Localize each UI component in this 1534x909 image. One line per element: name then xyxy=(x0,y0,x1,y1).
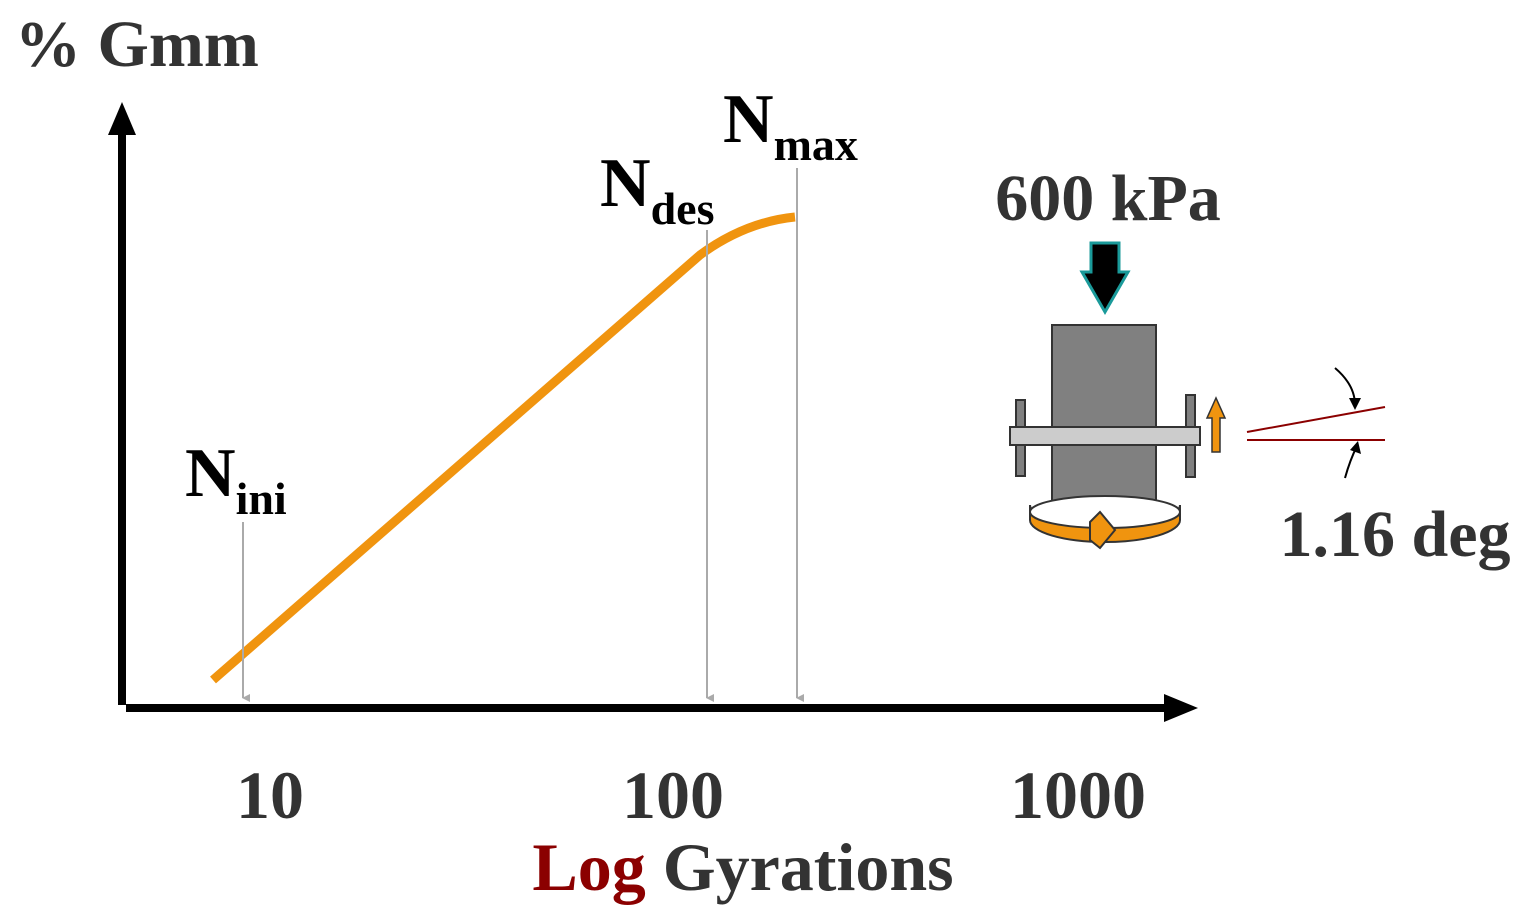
pressure-label: 600 kPa xyxy=(995,162,1221,235)
angle-line xyxy=(1246,406,1386,433)
x-axis-label: Log Gyrations xyxy=(532,829,953,905)
marker-symbol: N xyxy=(723,81,774,158)
specimen xyxy=(1051,324,1157,511)
angle-indicator xyxy=(1350,441,1361,454)
tilt-arrow xyxy=(1205,396,1227,453)
rotation-arrow xyxy=(1089,510,1117,550)
marker-label: Nini xyxy=(185,435,287,524)
y-axis-arrow xyxy=(108,102,136,135)
angle-label: 1.16 deg xyxy=(1280,498,1511,571)
compaction-curve xyxy=(210,212,796,684)
x-tick-label: 10 xyxy=(236,757,304,833)
y-axis-label: % Gmm xyxy=(15,8,259,81)
marker-subscript: max xyxy=(774,119,858,170)
marker-symbol: N xyxy=(600,145,651,222)
load-arrow xyxy=(1079,241,1131,316)
x-axis-arrow xyxy=(1164,694,1198,722)
marker-label: Nmax xyxy=(723,81,858,170)
marker-symbol: N xyxy=(185,435,236,512)
x-tick-label: 1000 xyxy=(1010,757,1146,833)
x-axis-label-text: Gyrations xyxy=(663,829,954,905)
angle-indicator xyxy=(1349,398,1361,410)
marker-label: Ndes xyxy=(600,145,714,234)
x-axis-label-prefix: Log xyxy=(532,829,645,905)
marker-subscript: des xyxy=(651,183,715,234)
x-tick-label: 100 xyxy=(622,757,724,833)
marker-subscript: ini xyxy=(236,473,287,524)
mold-plate xyxy=(1009,426,1201,446)
